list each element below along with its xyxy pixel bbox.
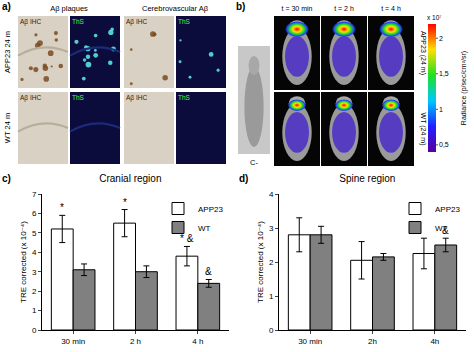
svg-text:Cerebrovascular Aβ: Cerebrovascular Aβ <box>142 4 209 13</box>
svg-text:1: 1 <box>32 306 37 315</box>
svg-text:5: 5 <box>32 229 37 238</box>
svg-text:30 min: 30 min <box>298 337 322 346</box>
svg-text:x 10⁷: x 10⁷ <box>427 14 442 21</box>
svg-text:*: * <box>60 202 64 213</box>
svg-text:WT: WT <box>198 224 211 233</box>
svg-text:Cranial region: Cranial region <box>99 173 161 184</box>
svg-text:ThS: ThS <box>72 18 85 25</box>
svg-text:1: 1 <box>439 106 443 113</box>
svg-text:6: 6 <box>32 209 37 218</box>
svg-text:Radiance (p/sec/cm²/sr): Radiance (p/sec/cm²/sr) <box>460 51 468 125</box>
svg-text:30 min: 30 min <box>61 337 85 346</box>
svg-text:Aβ plaques: Aβ plaques <box>50 4 88 13</box>
svg-text:Spine region: Spine region <box>339 173 395 184</box>
svg-text:4: 4 <box>269 190 274 199</box>
svg-text:4 h: 4 h <box>192 337 203 346</box>
svg-text:Aβ IHC: Aβ IHC <box>20 18 41 26</box>
svg-text:C-: C- <box>250 158 258 167</box>
svg-text:TRE corrected (x 10⁻⁴): TRE corrected (x 10⁻⁴) <box>256 221 265 303</box>
svg-text:&: & <box>442 225 449 236</box>
svg-text:3: 3 <box>269 224 274 233</box>
svg-text:&: & <box>205 266 212 277</box>
svg-text:4h: 4h <box>430 337 439 346</box>
svg-text:WT 24 m: WT 24 m <box>3 113 12 143</box>
html-text:a): a) <box>2 1 11 12</box>
svg-text:WT: WT <box>435 224 448 233</box>
svg-text:7: 7 <box>32 190 37 199</box>
svg-text:0,5: 0,5 <box>439 141 449 148</box>
svg-text:t = 30 min: t = 30 min <box>282 5 313 12</box>
svg-text:*: * <box>123 197 127 208</box>
html-text:c): c) <box>2 173 11 184</box>
svg-text:2 h: 2 h <box>130 337 141 346</box>
svg-text:ThS: ThS <box>72 94 85 101</box>
svg-text:* &: * & <box>180 233 194 244</box>
svg-text:ThS: ThS <box>178 18 191 25</box>
svg-text:t = 4 h: t = 4 h <box>381 5 401 12</box>
svg-text:2h: 2h <box>368 337 377 346</box>
svg-text:3: 3 <box>32 268 37 277</box>
svg-text:0: 0 <box>32 326 37 335</box>
svg-text:APP23 (24 m): APP23 (24 m) <box>419 31 427 75</box>
svg-text:WT (24 m): WT (24 m) <box>419 113 427 146</box>
svg-text:2: 2 <box>32 287 37 296</box>
html-text:d): d) <box>239 173 249 184</box>
svg-text:2: 2 <box>269 258 274 267</box>
svg-text:Aβ IHC: Aβ IHC <box>126 18 147 26</box>
svg-text:TRE corrected (x 10⁻⁴): TRE corrected (x 10⁻⁴) <box>19 221 28 303</box>
svg-text:1,5: 1,5 <box>439 70 449 77</box>
svg-text:Aβ IHC: Aβ IHC <box>126 94 147 102</box>
svg-text:APP23 24 m: APP23 24 m <box>3 31 12 73</box>
svg-text:0: 0 <box>269 326 274 335</box>
svg-text:2: 2 <box>439 35 443 42</box>
html-text:b): b) <box>236 1 246 12</box>
svg-text:4: 4 <box>32 248 37 257</box>
svg-text:Aβ IHC: Aβ IHC <box>20 94 41 102</box>
svg-text:APP23: APP23 <box>435 205 460 214</box>
svg-text:APP23: APP23 <box>198 205 223 214</box>
svg-text:ThS: ThS <box>178 94 191 101</box>
svg-text:1: 1 <box>269 292 274 301</box>
svg-text:t = 2 h: t = 2 h <box>334 5 354 12</box>
